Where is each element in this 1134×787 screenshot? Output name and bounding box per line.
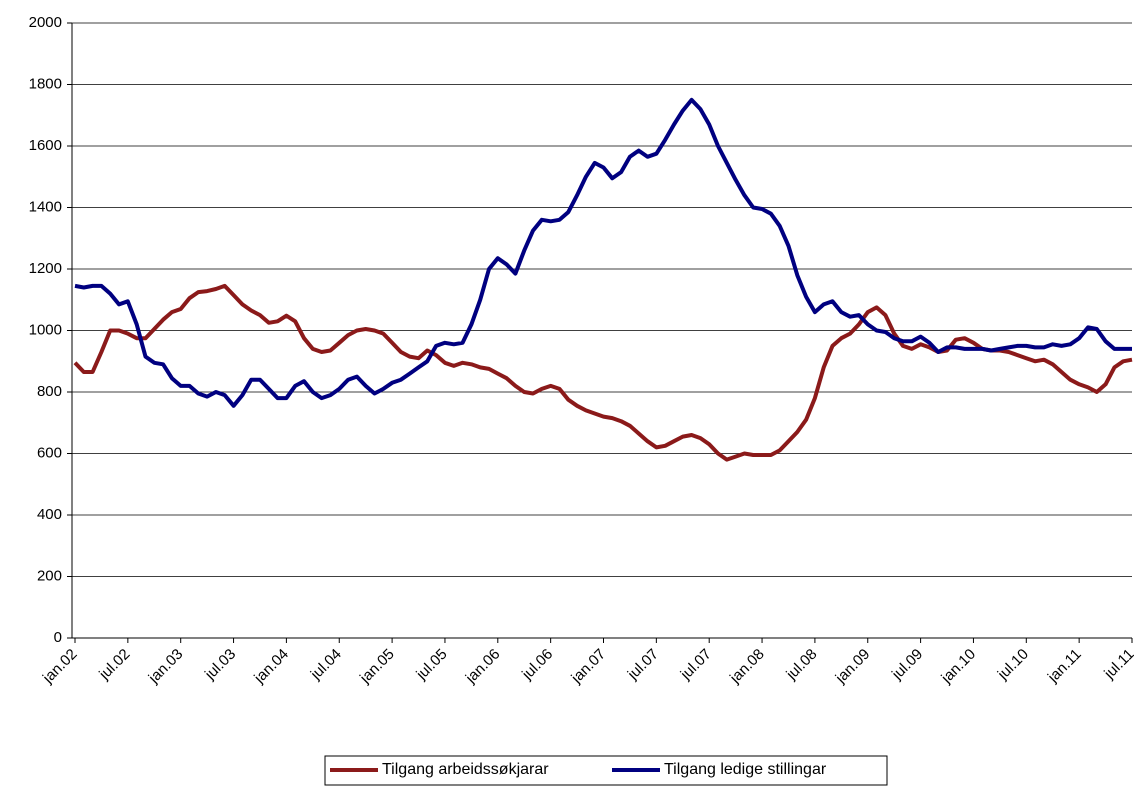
y-tick-label: 800 (37, 383, 62, 400)
legend-label: Tilgang arbeidssøkjarar (382, 761, 549, 778)
x-tick-label: jul.10 (994, 646, 1032, 684)
x-tick-label: jul.08 (782, 646, 820, 684)
x-tick-label: jan.09 (832, 646, 874, 688)
x-tick-label: jan.04 (250, 646, 292, 688)
x-tick-label: jan.07 (568, 646, 610, 688)
x-tick-label: jan.10 (937, 646, 979, 688)
x-tick-label: jul.11 (1100, 646, 1134, 683)
y-tick-label: 200 (37, 567, 62, 584)
x-tick-label: jul.03 (201, 646, 239, 684)
y-tick-label: 2000 (29, 14, 62, 31)
legend-box (324, 755, 888, 786)
y-tick-label: 1400 (29, 198, 62, 215)
y-tick-label: 1200 (29, 260, 62, 277)
x-tick-label: jul.07 (677, 646, 715, 684)
legend-label: Tilgang ledige stillingar (664, 761, 827, 778)
x-tick-label: jul.07 (624, 646, 662, 684)
x-tick-label: jan.08 (726, 646, 768, 688)
x-tick-label: jan.03 (145, 646, 187, 688)
x-tick-label: jul.06 (518, 646, 556, 684)
x-tick-label: jan.02 (39, 646, 81, 688)
x-tick-label: jan.06 (462, 646, 504, 688)
x-tick-label: jul.09 (888, 646, 926, 684)
x-tick-label: jan.11 (1044, 646, 1085, 687)
x-tick-label: jul.02 (95, 646, 133, 684)
data-line (73, 283, 1133, 462)
y-tick-label: 400 (37, 506, 62, 523)
y-tick-label: 0 (54, 629, 62, 646)
x-tick-label: jul.04 (307, 646, 345, 684)
y-tick-label: 1800 (29, 75, 62, 92)
data-line (74, 97, 1132, 408)
x-tick-label: jul.05 (413, 646, 451, 684)
y-tick-label: 1600 (29, 137, 62, 154)
x-tick-label: jan.05 (356, 646, 398, 688)
y-tick-label: 1000 (29, 321, 62, 338)
y-tick-label: 600 (37, 444, 62, 461)
